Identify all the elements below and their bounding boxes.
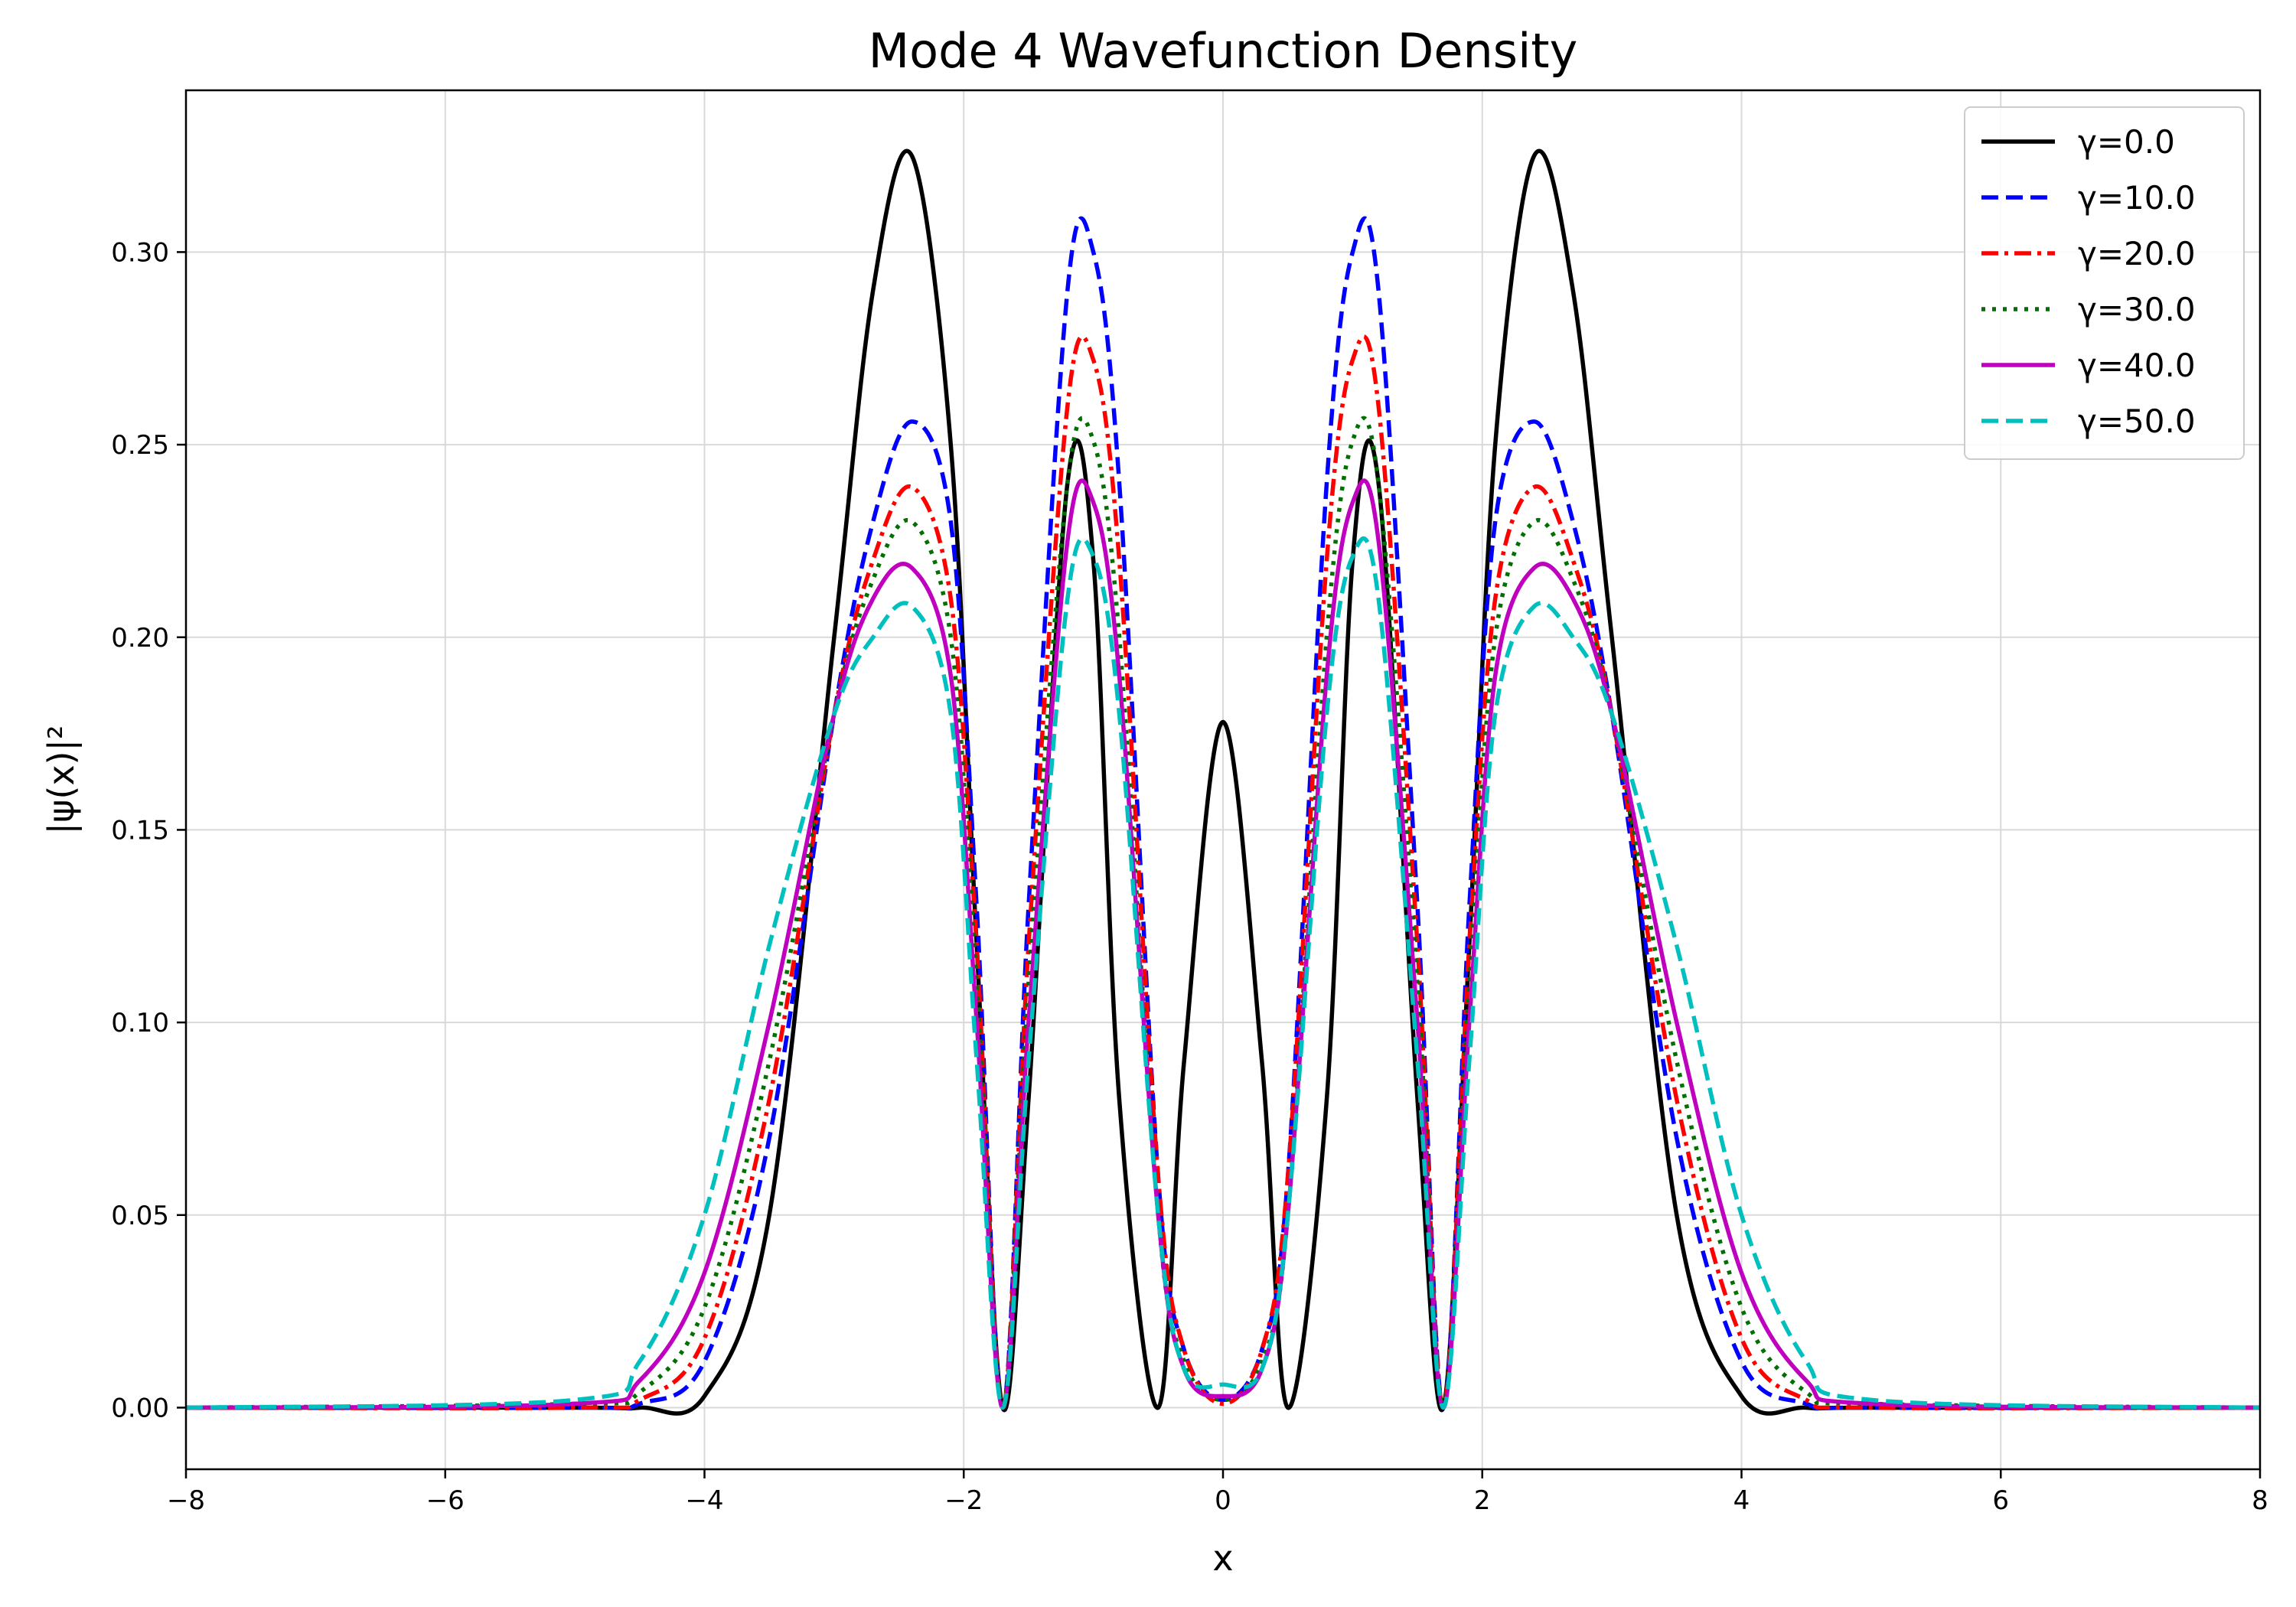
y-tick-label: 0.05 <box>111 1201 169 1231</box>
x-tick-label: 2 <box>1474 1485 1491 1516</box>
legend-label: γ=0.0 <box>2078 123 2175 161</box>
y-tick-label: 0.10 <box>111 1008 169 1038</box>
y-tick-label: 0.25 <box>111 430 169 461</box>
x-tick-label: −6 <box>426 1485 465 1516</box>
x-tick-label: 8 <box>2252 1485 2268 1516</box>
series-line-2 <box>185 334 2261 1410</box>
y-tick-label: 0.15 <box>111 815 169 846</box>
legend-label: γ=50.0 <box>2078 403 2196 440</box>
y-tick-label: 0.20 <box>111 623 169 654</box>
x-tick-label: 0 <box>1215 1485 1231 1516</box>
x-tick-label: −2 <box>944 1485 983 1516</box>
legend: γ=0.0 γ=10.0 γ=20.0 γ=30.0 γ=40.0 γ=50.0 <box>1964 106 2245 460</box>
legend-label: γ=30.0 <box>2078 291 2196 328</box>
legend-label: γ=20.0 <box>2078 235 2196 272</box>
x-axis-label: x <box>1212 1537 1233 1579</box>
legend-box <box>1964 106 2245 460</box>
series-line-5 <box>185 536 2261 1410</box>
grid <box>185 90 2261 1469</box>
x-tick-label: −8 <box>167 1485 205 1516</box>
legend-label: γ=40.0 <box>2078 347 2196 384</box>
x-tick-label: 6 <box>1992 1485 2009 1516</box>
chart-title: Mode 4 Wavefunction Density <box>869 23 1578 79</box>
series-line-0 <box>185 148 2260 1416</box>
series-layer <box>185 148 2261 1416</box>
x-axis: −8 −6 −4 −2 0 2 4 6 8 <box>167 1469 2268 1516</box>
y-axis-label: |ψ(x)|² <box>41 725 83 835</box>
series-line-1 <box>185 216 2261 1411</box>
y-tick-label: 0.30 <box>111 237 169 268</box>
x-tick-label: 4 <box>1733 1485 1750 1516</box>
y-tick-label: 0.00 <box>111 1393 169 1423</box>
legend-label: γ=10.0 <box>2078 179 2196 217</box>
y-axis: 0.00 0.05 0.10 0.15 0.20 0.25 0.30 <box>111 237 186 1423</box>
x-tick-label: −4 <box>685 1485 723 1516</box>
series-line-4 <box>185 478 2261 1410</box>
